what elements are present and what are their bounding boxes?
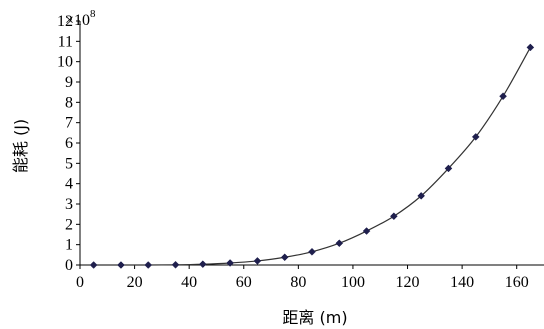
data-point-marker: [144, 261, 153, 269]
data-point-marker: [171, 260, 180, 269]
x-tick-label: 60: [236, 274, 252, 291]
axes: [79, 21, 544, 266]
y-tick-label: 12: [57, 13, 73, 30]
data-point-marker: [471, 133, 480, 141]
x-tick-label: 0: [76, 274, 84, 291]
series-line: [93, 47, 531, 266]
y-tick-label: 5: [65, 155, 73, 172]
data-point-marker: [253, 257, 262, 265]
x-tick-label: 80: [290, 274, 306, 291]
y-axis-multiplier: ×108: [65, 8, 96, 29]
x-tick-label: 120: [396, 274, 420, 291]
data-point-marker: [198, 260, 207, 269]
y-tick-label: 9: [65, 74, 73, 91]
series: [89, 43, 535, 269]
data-point-marker: [444, 164, 453, 173]
data-point-marker: [417, 192, 426, 200]
data-point-marker: [499, 92, 507, 101]
data-point-marker: [280, 253, 289, 262]
x-tick-label: 40: [181, 274, 197, 291]
data-point-marker: [226, 259, 234, 267]
y-tick-label: 3: [65, 196, 73, 213]
x-tick-label: 140: [450, 274, 474, 291]
data-point-marker: [335, 239, 344, 248]
y-tick-label: 6: [65, 135, 73, 152]
data-point-marker: [308, 247, 316, 256]
data-point-marker: [89, 261, 98, 269]
y-tick-label: 11: [58, 33, 73, 50]
y-axis-title: 能耗 (J): [11, 119, 30, 173]
x-axis-title: 距离 (m): [282, 308, 347, 327]
data-point-marker: [117, 261, 125, 269]
x-tick-label: 100: [341, 274, 365, 291]
y-axis-multiplier-exponent: 8: [90, 8, 96, 20]
y-tick-label: 4: [65, 176, 73, 193]
y-tick-label: 1: [65, 237, 73, 254]
y-tick-label: 0: [65, 257, 73, 274]
data-point-marker: [362, 227, 371, 235]
x-tick-label: 160: [505, 274, 529, 291]
y-tick-label: 2: [65, 216, 73, 233]
y-tick-label: 10: [57, 54, 73, 71]
data-point-marker: [526, 43, 535, 52]
data-point-marker: [390, 212, 398, 221]
y-tick-label: 8: [65, 94, 73, 111]
x-tick-label: 20: [127, 274, 143, 291]
y-axis-multiplier-base: ×10: [65, 12, 90, 29]
y-tick-label: 7: [65, 115, 73, 132]
